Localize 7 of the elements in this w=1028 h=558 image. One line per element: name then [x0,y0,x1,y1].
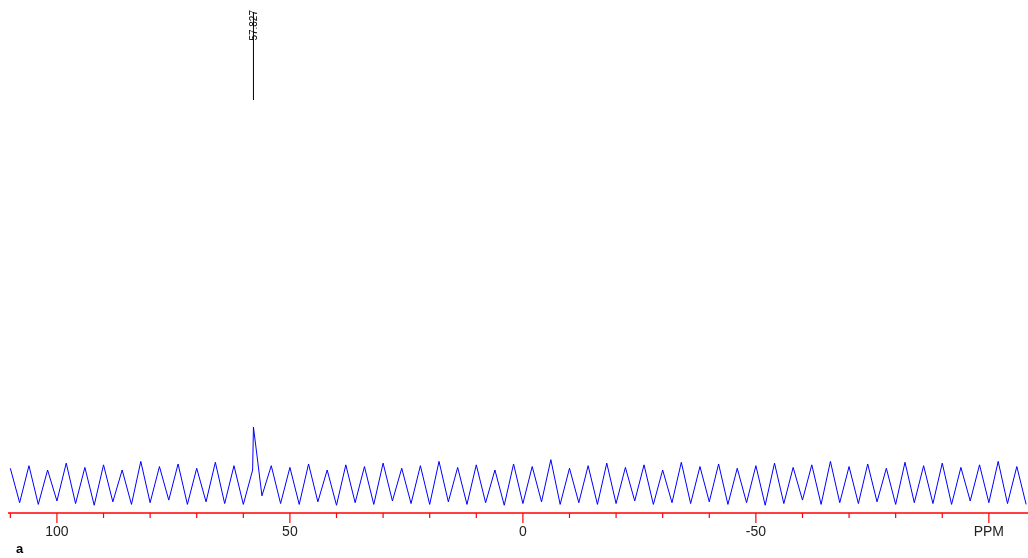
x-tick-label: PPM [973,523,1005,539]
x-tick-label: 100 [45,523,69,539]
text: a [16,541,24,556]
annotation: 57.827 [248,9,260,41]
x-tick-label: -50 [745,523,767,539]
x-tick-label: 50 [282,523,298,539]
x-tick-label: 0 [518,523,527,539]
